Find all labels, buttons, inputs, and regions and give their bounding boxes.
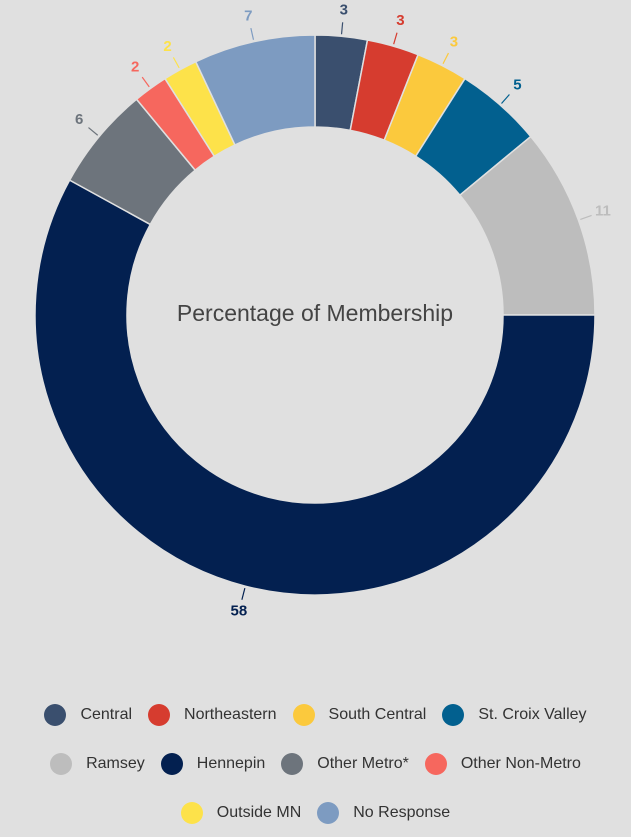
legend-swatch [424,752,447,775]
legend-label: No Response [353,803,451,821]
legend-item[interactable]: Hennepin [160,752,266,775]
legend-item[interactable]: Outside MN [180,801,302,824]
leader-line [141,76,150,88]
leader-line [172,57,180,69]
leader-line [393,32,398,45]
legend-swatch [160,752,183,775]
leader-line [241,587,246,600]
legend-label: Northeastern [184,705,277,723]
leader-line [340,22,344,35]
legend-label: South Central [328,705,427,723]
legend-item[interactable]: Central [44,703,133,726]
legend: Central Northeastern South Central St. Croi… [0,690,631,837]
slice [34,179,596,596]
legend-label: St. Croix Valley [478,705,587,723]
data-label: 6 [75,111,83,128]
legend-label: Outside MN [216,803,302,821]
legend-row: Outside MN No Response [0,788,631,837]
data-label: 7 [244,7,252,24]
legend-swatch [281,752,304,775]
legend-label: Hennepin [196,754,266,772]
legend-item[interactable]: Other Metro* [281,752,409,775]
data-label: 11 [595,202,611,219]
legend-item[interactable]: St. Croix Valley [442,703,587,726]
legend-item[interactable]: Ramsey [50,752,145,775]
leader-line [580,214,592,221]
legend-item[interactable]: No Response [317,801,451,824]
legend-label: Central [80,705,133,723]
leader-line [442,52,450,65]
data-label: 3 [340,1,348,18]
data-label: 2 [163,38,171,55]
legend-label: Other Metro* [317,754,409,772]
legend-label: Other Non-Metro [460,754,581,772]
chart: Percentage of Membership 3 3 3 5 11 58 6 2 2 7 [34,1,611,619]
legend-item[interactable]: South Central [292,703,427,726]
legend-row: Ramsey Hennepin Other Metro* Other Non-Metr… [0,739,631,788]
data-label: 5 [513,76,521,93]
data-label: 2 [131,58,139,75]
legend-swatch [317,801,340,824]
legend-label: Ramsey [86,754,145,772]
legend-swatch [44,703,67,726]
legend-item[interactable]: Northeastern [148,703,277,726]
data-label: 3 [450,33,458,50]
legend-swatch [180,801,203,824]
legend-swatch [442,703,465,726]
legend-swatch [292,703,315,726]
leader-line [88,127,99,136]
data-label: 3 [396,12,404,29]
legend-row: Central Northeastern South Central St. Croi… [0,690,631,739]
data-label: 58 [231,602,248,619]
legend-swatch [50,752,73,775]
slice [194,34,316,146]
chart-title: Percentage of Membership [177,300,453,326]
legend-item[interactable]: Other Non-Metro [424,752,581,775]
legend-swatch [148,703,171,726]
leader-line [250,27,255,40]
leader-line [501,94,510,104]
